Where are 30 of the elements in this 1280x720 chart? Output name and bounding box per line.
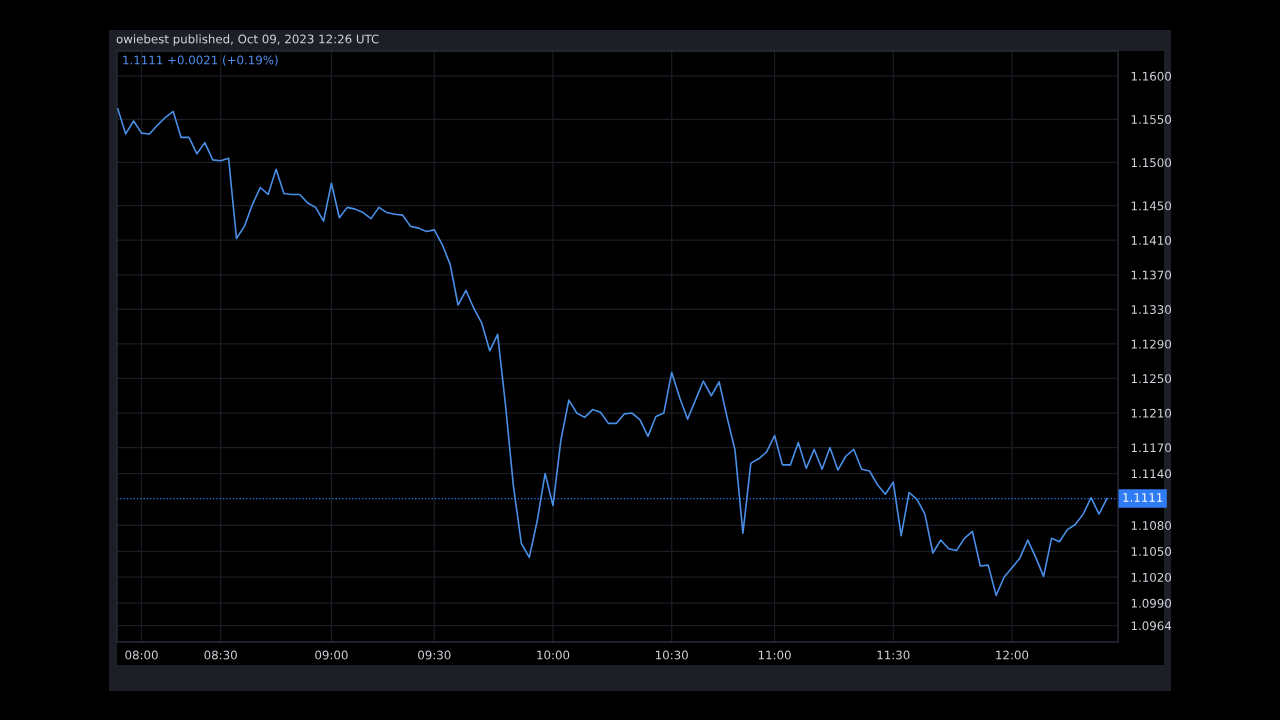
y-tick-label: 1.1290: [1131, 339, 1172, 349]
y-tick-label: 1.1330: [1131, 305, 1172, 314]
y-tick-label: 1.1500: [1131, 158, 1172, 168]
y-tick-label: 1.1370: [1131, 270, 1172, 280]
y-tick-label: 1.1250: [1131, 374, 1172, 384]
x-tick-label: 11:30: [877, 650, 910, 660]
x-tick-label: 08:00: [125, 650, 158, 660]
y-tick-label: 1.1170: [1131, 443, 1172, 453]
y-tick-label: 1.1410: [1131, 235, 1172, 245]
y-tick-label: 1.1600: [1131, 71, 1172, 81]
x-tick-label: 11:00: [758, 650, 791, 660]
x-tick-label: 08:30: [204, 650, 237, 660]
y-tick-label: 1.1210: [1131, 408, 1172, 418]
y-tick-label: 1.1140: [1131, 469, 1172, 479]
ref-line-label: 1.1111: [1123, 493, 1163, 502]
y-tick-label: 1.0990: [1131, 598, 1172, 608]
y-tick-label: 1.0964: [1131, 621, 1172, 631]
y-tick-label: 1.1080: [1131, 521, 1172, 531]
x-tick-label: 10:30: [655, 650, 688, 660]
y-tick-label: 1.1550: [1131, 114, 1172, 124]
y-tick-label: 1.1450: [1131, 201, 1172, 211]
text: owiebest published, Oct 09, 2023 12:26 UTC: [116, 34, 379, 46]
x-tick-label: 10:00: [537, 650, 570, 660]
y-tick-label: 1.1020: [1131, 572, 1172, 582]
annotation: 1.1111 +0.0021 (+0.19%): [123, 55, 278, 66]
line-series: [117, 108, 1108, 597]
x-tick-label: 09:00: [315, 650, 348, 660]
y-tick-label: 1.1050: [1131, 547, 1172, 556]
x-tick-label: 09:30: [418, 650, 451, 660]
x-tick-label: 12:00: [996, 650, 1029, 660]
